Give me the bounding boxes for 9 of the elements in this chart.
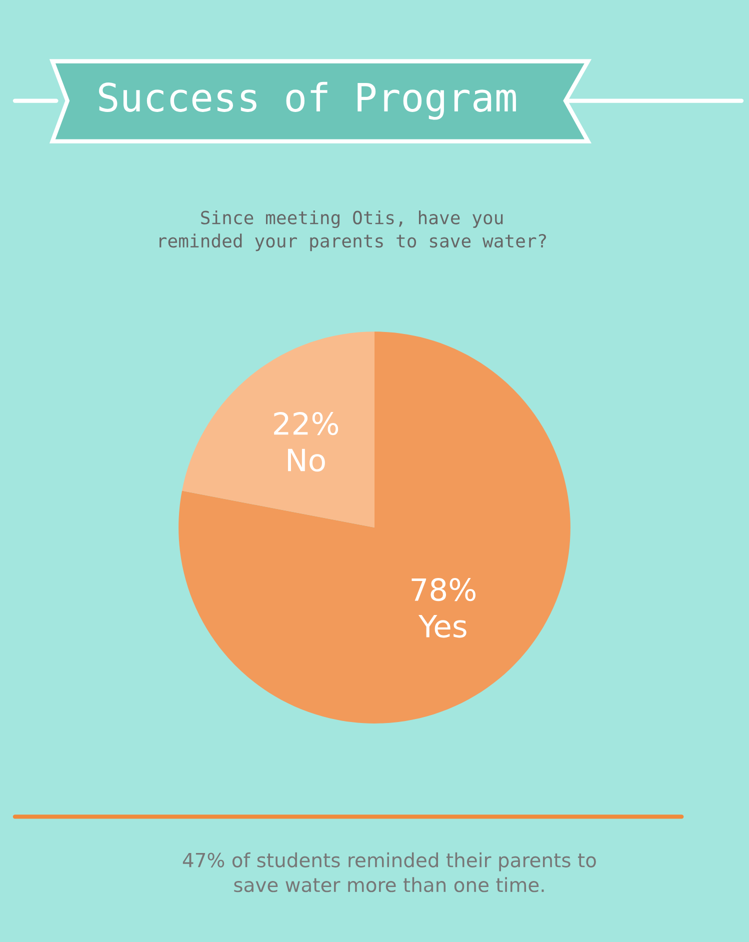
chart-title: Success of Program [99, 82, 516, 120]
slice-label: No [288, 448, 325, 472]
chart-subtitle: Since meeting Otis, have you reminded your parents to save water? [160, 210, 546, 252]
text: 47% of students reminded their parents to save water more than one time. [182, 852, 596, 892]
data-label: 22% [274, 412, 338, 436]
pie-slice [178, 332, 570, 724]
slice-label: Yes [418, 614, 466, 638]
data-label: 78% [412, 578, 476, 602]
pie-slice [182, 332, 374, 528]
